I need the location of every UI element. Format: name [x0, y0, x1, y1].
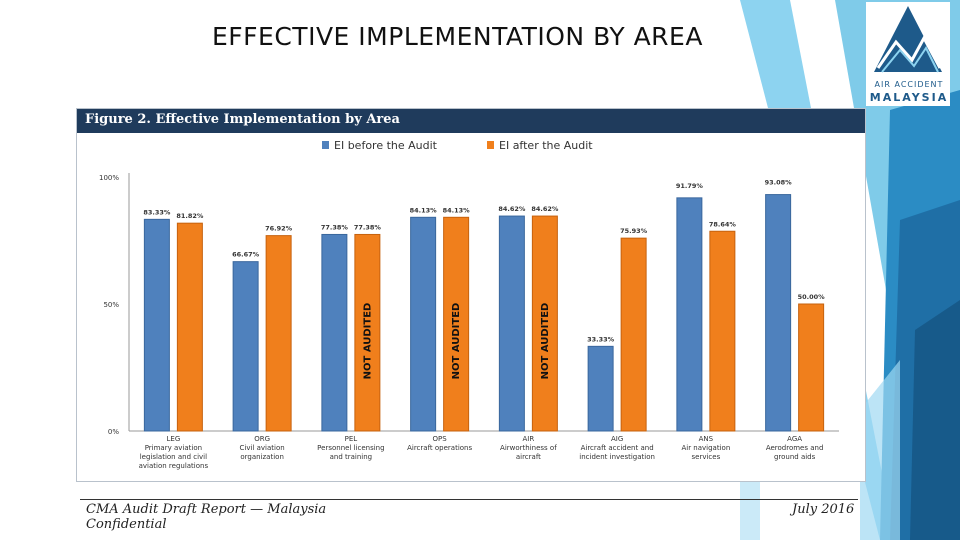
x-tick-description: Airworthiness of	[500, 444, 557, 452]
not-audited-annotation: NOT AUDITED	[362, 303, 373, 380]
bar-after	[176, 222, 203, 432]
data-label: 75.93%	[620, 227, 648, 235]
legend-swatch-after	[487, 141, 494, 149]
air-accident-malaysia-logo	[866, 2, 950, 106]
x-tick-label: LEG	[167, 435, 181, 443]
x-tick-description: aircraft	[516, 453, 541, 461]
x-tick-description: aviation regulations	[139, 462, 209, 470]
bar-after	[798, 303, 825, 432]
legend-label-after: EI after the Audit	[499, 139, 593, 152]
data-label: 76.92%	[265, 225, 293, 233]
bar-after	[443, 216, 470, 432]
y-tick-label: 50%	[103, 301, 119, 309]
data-label: 81.82%	[176, 212, 204, 220]
not-audited-annotation: NOT AUDITED	[451, 303, 462, 380]
bar-after	[531, 215, 558, 432]
data-label: 84.13%	[443, 206, 471, 214]
legend-swatch-before	[322, 141, 329, 149]
y-tick-label: 100%	[99, 174, 119, 182]
legend-label-before: EI before the Audit	[334, 139, 438, 152]
bar-before	[498, 215, 525, 432]
bar-before	[765, 194, 792, 432]
footer-divider	[80, 499, 858, 500]
bar-chart: 0% 50% 100% EI before the Audit EI after the…	[99, 139, 839, 470]
x-tick-description: and training	[330, 453, 373, 461]
bar-before	[232, 261, 259, 432]
data-label: 66.67%	[232, 251, 260, 259]
x-tick-description: Aircraft accident and	[581, 444, 654, 452]
x-tick-label: OPS	[433, 435, 448, 443]
x-tick-description: organization	[240, 453, 284, 461]
bar-before	[321, 233, 348, 432]
bar-after	[620, 237, 647, 432]
bar-after	[265, 235, 292, 432]
data-label: 84.13%	[410, 206, 438, 214]
x-tick-description: Civil aviation	[240, 444, 285, 452]
x-tick-label: PEL	[345, 435, 358, 443]
bottom-light-shape	[860, 360, 900, 540]
x-tick-description: Personnel licensing	[317, 444, 384, 452]
data-label: 83.33%	[143, 208, 171, 216]
y-tick-label: 0%	[108, 428, 119, 436]
footer-confidential: Confidential	[86, 517, 167, 532]
data-label: 77.38%	[354, 223, 382, 231]
x-tick-description: ground aids	[774, 453, 816, 461]
figure-title: Figure 2. Effective Implementation by Ar…	[85, 112, 400, 127]
figure-panel: Figure 2. Effective Implementation by Ar…	[76, 108, 866, 482]
logo-text-top: AIR ACCIDENT	[874, 80, 944, 89]
bar-before	[410, 216, 437, 432]
x-tick-label: ORG	[254, 435, 270, 443]
data-label: 84.62%	[498, 205, 526, 213]
x-tick-label: AIR	[523, 435, 535, 443]
data-label: 84.62%	[531, 205, 559, 213]
logo-text-bottom: MALAYSIA	[869, 91, 949, 104]
data-label: 93.08%	[765, 179, 793, 187]
figure-header: Figure 2. Effective Implementation by Ar…	[77, 109, 865, 133]
bar-before	[587, 345, 614, 432]
slide-title: EFFECTIVE IMPLEMENTATION BY AREA	[212, 22, 703, 51]
data-label: 50.00%	[798, 293, 826, 301]
x-tick-description: Air navigation	[681, 444, 730, 452]
data-label: 91.79%	[676, 182, 704, 190]
bar-before	[676, 197, 703, 432]
x-tick-label: AIG	[611, 435, 623, 443]
x-tick-description: services	[692, 453, 721, 461]
footer-date: July 2016	[792, 502, 855, 517]
x-tick-description: Primary aviation	[145, 444, 202, 452]
bar-before	[143, 218, 170, 432]
footer-report-name: CMA Audit Draft Report — Malaysia	[86, 502, 327, 517]
x-tick-description: legislation and civil	[140, 453, 207, 461]
x-tick-label: ANS	[699, 435, 714, 443]
data-label: 78.64%	[709, 220, 737, 228]
data-label: 33.33%	[587, 335, 615, 343]
x-tick-description: Aerodromes and	[766, 444, 824, 452]
x-tick-description: Aircraft operations	[407, 444, 472, 452]
data-label: 77.38%	[321, 223, 349, 231]
x-tick-label: AGA	[787, 435, 802, 443]
dark-blue-panel	[910, 300, 960, 540]
bar-after	[354, 233, 381, 432]
not-audited-annotation: NOT AUDITED	[540, 303, 551, 380]
x-tick-description: incident investigation	[579, 453, 655, 461]
bar-after	[709, 230, 736, 432]
